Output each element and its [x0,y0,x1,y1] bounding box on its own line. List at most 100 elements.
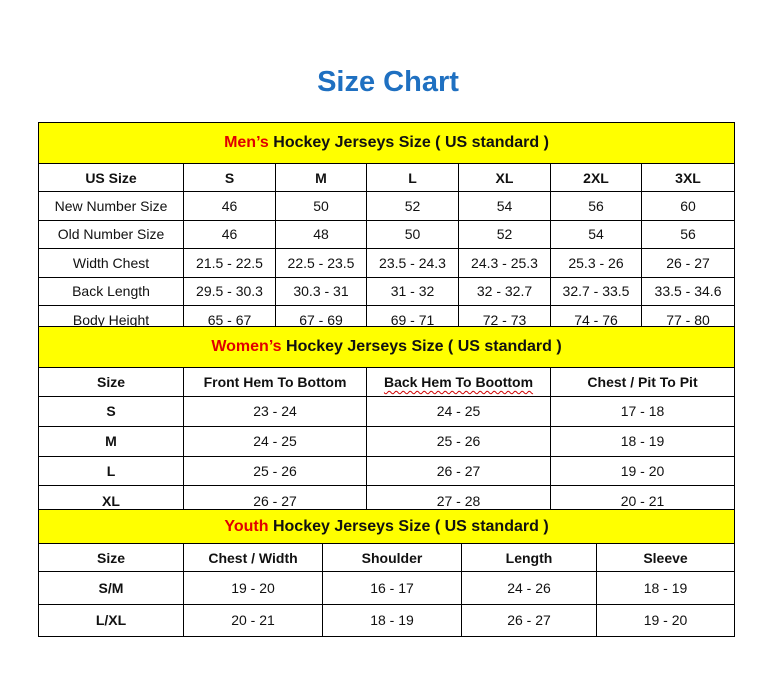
women-title-accent: Women’s [211,338,282,355]
column-header: Shoulder [322,543,462,572]
table-row: Width Chest 21.5 - 22.5 22.5 - 23.5 23.5 - … [38,248,736,278]
table-row: L 25 - 26 26 - 27 19 - 20 [38,455,736,487]
table-cell: 18 - 19 [322,603,462,637]
column-header: Size [38,367,184,397]
column-header-label: Front Hem To Bottom [203,374,347,390]
table-cell: 25 - 26 [183,455,367,487]
women-section-title: Women’s Hockey Jerseys Size ( US standar… [37,326,736,368]
row-label: L [38,455,184,487]
column-header: Sleeve [595,543,736,572]
column-header: S [183,163,276,192]
table-row: S/M 19 - 20 16 - 17 24 - 26 18 - 19 [38,571,736,605]
table-row: Back Length 29.5 - 30.3 30.3 - 31 31 - 32 32… [38,276,736,306]
men-title-row: Men’s Hockey Jerseys Size ( US standard … [37,122,736,164]
column-header-label: Size [96,374,125,390]
column-header: Back Hem To Boottom [366,367,551,397]
women-size-section: Women’s Hockey Jerseys Size ( US standar… [37,326,736,516]
table-cell: 24 - 26 [461,571,597,605]
column-header-label: S [224,169,235,186]
women-title-row: Women’s Hockey Jerseys Size ( US standar… [37,326,736,368]
table-cell: 17 - 18 [549,396,736,427]
table-cell: 23.5 - 24.3 [366,248,459,278]
table-cell: 50 [366,219,459,249]
column-header: L [366,163,459,192]
table-cell: 19 - 20 [549,455,736,487]
table-cell: 19 - 20 [183,571,323,605]
column-header-label: US Size [85,169,137,186]
table-cell: 26 - 27 [366,455,551,487]
row-label: S/M [38,571,184,605]
men-section-title: Men’s Hockey Jerseys Size ( US standard … [37,122,736,164]
column-header-label: Size [96,549,125,566]
row-label: L/XL [38,603,184,637]
table-cell: 33.5 - 34.6 [640,276,736,306]
column-header-label: 2XL [583,169,609,186]
men-size-table: Men’s Hockey Jerseys Size ( US standard … [37,122,736,335]
youth-header-row: Size Chest / Width Shoulder Length Sleeve [38,543,736,572]
column-header: 2XL [550,163,642,192]
youth-title-row: Youth Hockey Jerseys Size ( US standard … [37,509,736,544]
page-title: Size Chart [317,66,459,98]
table-cell: 48 [275,219,367,249]
table-row: S 23 - 24 24 - 25 17 - 18 [38,396,736,427]
row-label: Width Chest [38,248,184,278]
row-label: Back Length [38,276,184,306]
row-label: New Number Size [38,191,184,221]
column-header: US Size [38,163,184,192]
table-cell: 20 - 21 [183,603,323,637]
table-cell: 26 - 27 [461,603,597,637]
men-title-text: Hockey Jerseys Size ( US standard ) [268,134,549,151]
table-cell: 54 [550,219,642,249]
youth-title-text: Hockey Jerseys Size ( US standard ) [268,517,549,535]
men-header-row: US Size S M L XL 2XL 3XL [38,163,736,192]
column-header: Size [38,543,184,572]
table-row: New Number Size 46 50 52 54 56 60 [38,191,736,221]
women-header-row: Size Front Hem To Bottom Back Hem To Boott… [38,367,736,397]
column-header: Chest / Pit To Pit [549,367,736,397]
table-cell: 52 [458,219,551,249]
column-header: Front Hem To Bottom [183,367,367,397]
men-size-section: Men’s Hockey Jerseys Size ( US standard … [37,122,736,335]
table-cell: 29.5 - 30.3 [183,276,276,306]
column-header-label: 3XL [675,169,701,186]
column-header: M [275,163,367,192]
column-header: Length [461,543,597,572]
table-row: M 24 - 25 25 - 26 18 - 19 [38,425,736,457]
table-cell: 46 [183,219,276,249]
table-cell: 25 - 26 [366,425,551,457]
column-header-label: Sleeve [643,549,688,566]
table-cell: 24 - 25 [366,396,551,427]
column-header-label: Shoulder [361,549,423,566]
women-title-text: Hockey Jerseys Size ( US standard ) [281,338,562,355]
table-cell: 18 - 19 [549,425,736,457]
table-cell: 26 - 27 [640,248,736,278]
table-cell: 21.5 - 22.5 [183,248,276,278]
table-cell: 50 [275,191,367,221]
table-row: Body Height 65 - 67 67 - 69 69 - 71 72 - 73 7… [38,305,736,335]
table-cell: 22.5 - 23.5 [275,248,367,278]
youth-section-title: Youth Hockey Jerseys Size ( US standard … [37,509,736,544]
column-header-label: XL [495,169,514,186]
row-label: S [38,396,184,427]
table-cell: 31 - 32 [366,276,459,306]
youth-size-section: Youth Hockey Jerseys Size ( US standard … [37,509,736,637]
row-label: Old Number Size [38,219,184,249]
table-cell: 52 [366,191,459,221]
table-cell: 32 - 32.7 [458,276,551,306]
table-cell: 23 - 24 [183,396,367,427]
table-cell: 56 [550,191,642,221]
column-header-label: L [408,169,417,186]
table-cell: 16 - 17 [322,571,462,605]
table-cell: 24.3 - 25.3 [458,248,551,278]
youth-size-table: Youth Hockey Jerseys Size ( US standard … [37,509,736,637]
table-cell: 60 [640,191,736,221]
men-title-accent: Men’s [224,134,269,151]
table-cell: 19 - 20 [595,603,736,637]
column-header-label: Chest / Width [208,549,298,566]
table-cell: 54 [458,191,551,221]
table-row: L/XL 20 - 21 18 - 19 26 - 27 19 - 20 [38,603,736,637]
table-cell: 32.7 - 33.5 [550,276,642,306]
table-row: Old Number Size 46 48 50 52 54 56 [38,219,736,249]
table-cell: 46 [183,191,276,221]
table-cell: 24 - 25 [183,425,367,457]
